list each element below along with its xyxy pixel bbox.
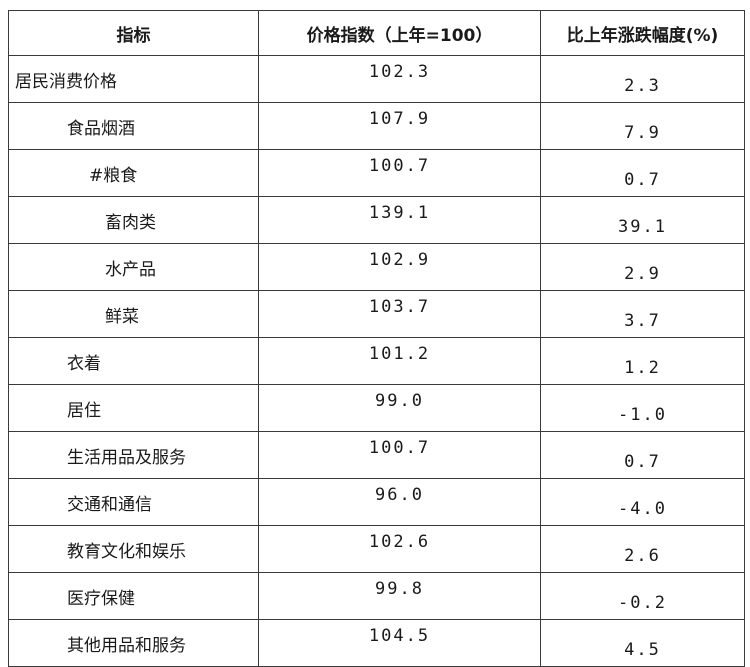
row-indicator-name: 其他用品和服务 (8, 619, 259, 667)
row-change-percent: 3.7 (540, 290, 745, 338)
table-row: 食品烟酒 107.9 7.9 (8, 102, 745, 150)
row-change-percent: 2.3 (540, 55, 745, 103)
table-row: 衣着 101.2 1.2 (8, 337, 745, 385)
row-price-index: 103.7 (258, 290, 541, 338)
row-change-percent: -0.2 (540, 572, 745, 620)
row-indicator-name: 食品烟酒 (8, 102, 259, 150)
row-price-index: 101.2 (258, 337, 541, 385)
header-price-index: 价格指数（上年=100） (258, 10, 541, 56)
price-index-table-container: 指标 价格指数（上年=100） 比上年涨跌幅度(%) 居民消费价格 102.3 2.… (8, 10, 745, 667)
row-price-index: 104.5 (258, 619, 541, 667)
table-body: 居民消费价格 102.3 2.3 食品烟酒 107.9 7.9 #粮食 100.7 0.7 畜肉类… (8, 55, 745, 667)
row-change-percent: 4.5 (540, 619, 745, 667)
row-price-index: 102.3 (258, 55, 541, 103)
table-row: 生活用品及服务 100.7 0.7 (8, 431, 745, 479)
row-price-index: 99.8 (258, 572, 541, 620)
row-indicator-name: 医疗保健 (8, 572, 259, 620)
row-indicator-name: #粮食 (8, 149, 259, 197)
row-indicator-name: 交通和通信 (8, 478, 259, 526)
table-row: 鲜菜 103.7 3.7 (8, 290, 745, 338)
row-change-percent: 0.7 (540, 431, 745, 479)
header-change-percent: 比上年涨跌幅度(%) (540, 10, 745, 56)
table-row: 教育文化和娱乐 102.6 2.6 (8, 525, 745, 573)
row-indicator-name: 畜肉类 (8, 196, 259, 244)
row-indicator-name: 居民消费价格 (8, 55, 259, 103)
table-row: 水产品 102.9 2.9 (8, 243, 745, 291)
row-change-percent: 2.9 (540, 243, 745, 291)
row-price-index: 100.7 (258, 149, 541, 197)
header-indicator: 指标 (8, 10, 259, 56)
row-change-percent: -4.0 (540, 478, 745, 526)
table-row: #粮食 100.7 0.7 (8, 149, 745, 197)
row-change-percent: 7.9 (540, 102, 745, 150)
table-header-row: 指标 价格指数（上年=100） 比上年涨跌幅度(%) (8, 10, 745, 56)
row-price-index: 99.0 (258, 384, 541, 432)
row-indicator-name: 教育文化和娱乐 (8, 525, 259, 573)
table-row: 居民消费价格 102.3 2.3 (8, 55, 745, 103)
row-change-percent: 2.6 (540, 525, 745, 573)
row-change-percent: 39.1 (540, 196, 745, 244)
row-price-index: 139.1 (258, 196, 541, 244)
row-indicator-name: 居住 (8, 384, 259, 432)
row-change-percent: -1.0 (540, 384, 745, 432)
table-row: 畜肉类 139.1 39.1 (8, 196, 745, 244)
row-price-index: 100.7 (258, 431, 541, 479)
row-indicator-name: 衣着 (8, 337, 259, 385)
table-row: 交通和通信 96.0 -4.0 (8, 478, 745, 526)
row-price-index: 96.0 (258, 478, 541, 526)
row-indicator-name: 鲜菜 (8, 290, 259, 338)
row-indicator-name: 生活用品及服务 (8, 431, 259, 479)
price-index-table: 指标 价格指数（上年=100） 比上年涨跌幅度(%) 居民消费价格 102.3 2.… (8, 10, 745, 667)
table-row: 其他用品和服务 104.5 4.5 (8, 619, 745, 667)
table-row: 居住 99.0 -1.0 (8, 384, 745, 432)
row-change-percent: 1.2 (540, 337, 745, 385)
row-price-index: 102.6 (258, 525, 541, 573)
row-price-index: 102.9 (258, 243, 541, 291)
row-change-percent: 0.7 (540, 149, 745, 197)
row-indicator-name: 水产品 (8, 243, 259, 291)
row-price-index: 107.9 (258, 102, 541, 150)
table-row: 医疗保健 99.8 -0.2 (8, 572, 745, 620)
